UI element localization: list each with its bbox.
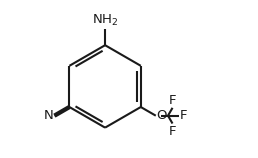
Text: O: O (156, 109, 167, 122)
Text: F: F (180, 109, 187, 122)
Text: F: F (169, 125, 176, 138)
Text: N: N (43, 109, 53, 122)
Text: F: F (169, 94, 176, 106)
Text: NH$_2$: NH$_2$ (92, 13, 118, 28)
